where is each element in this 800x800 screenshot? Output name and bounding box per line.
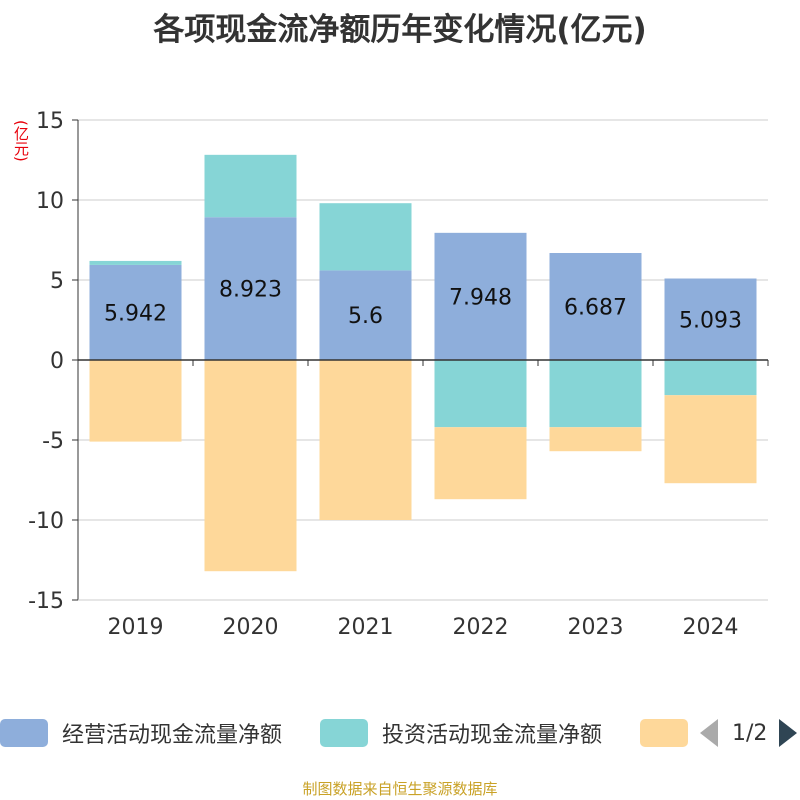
legend: 经营活动现金流量净额 投资活动现金流量净额 1/2	[0, 715, 800, 755]
bar-operating-2020	[204, 217, 297, 360]
chart-title: 各项现金流净额历年变化情况(亿元)	[153, 12, 647, 48]
bar-investing-2019	[89, 260, 182, 265]
bar-investing-2020	[204, 154, 297, 218]
y-axis-unit-label: (亿元)	[12, 120, 30, 162]
bar-investing-2021	[319, 203, 412, 271]
x-tick-label: 2022	[453, 615, 509, 640]
x-tick-label: 2020	[223, 615, 279, 640]
data-label: 5.6	[348, 304, 383, 329]
bar-operating-2023	[549, 253, 642, 360]
y-tick-label: 15	[36, 109, 64, 134]
x-tick-label: 2021	[338, 615, 394, 640]
data-label: 6.687	[564, 296, 627, 321]
legend-swatch-third	[640, 719, 688, 747]
y-tick-label: -15	[28, 589, 64, 614]
data-label: 8.923	[219, 278, 282, 303]
bar-third-2021	[319, 360, 412, 520]
y-tick-label: 0	[50, 349, 64, 374]
bar-third-2022	[434, 427, 527, 500]
y-tick-label: 10	[36, 189, 64, 214]
bar-third-2020	[204, 360, 297, 572]
data-label: 5.093	[679, 308, 742, 333]
data-source-note: 制图数据来自恒生聚源数据库	[302, 780, 498, 798]
next-page-icon[interactable]	[779, 719, 798, 747]
legend-label-operating: 经营活动现金流量净额	[62, 723, 283, 748]
legend-page-number: 1/2	[732, 720, 768, 746]
bar-operating-2022	[434, 232, 527, 360]
legend-swatch-investing	[320, 719, 368, 747]
y-tick-label: 5	[50, 269, 64, 294]
x-tick-label: 2023	[568, 615, 624, 640]
y-tick-label: -5	[42, 429, 64, 454]
x-tick-label: 2019	[108, 615, 164, 640]
bar-investing-2024	[664, 360, 757, 396]
legend-swatch-operating	[0, 719, 48, 747]
legend-item-operating[interactable]: 经营活动现金流量净额	[0, 715, 282, 751]
legend-item-investing[interactable]: 投资活动现金流量净额	[320, 715, 602, 751]
bar-operating-2021	[319, 270, 412, 360]
bar-third-2023	[549, 427, 642, 452]
data-label: 5.942	[104, 301, 167, 326]
x-tick-label: 2024	[683, 615, 739, 640]
legend-item-third[interactable]	[640, 715, 702, 751]
bar-operating-2024	[664, 278, 757, 360]
bar-third-2024	[664, 395, 757, 484]
data-label: 7.948	[449, 285, 512, 310]
bar-investing-2022	[434, 360, 527, 428]
y-tick-label: -10	[28, 509, 64, 534]
bar-investing-2023	[549, 360, 642, 428]
legend-label-investing: 投资活动现金流量净额	[382, 723, 603, 748]
bar-third-2019	[89, 360, 182, 442]
bar-operating-2019	[89, 264, 182, 360]
stacked-bar-chart: 15 10 5 0 -5 -10 -15 5.942 8.923 5.6 7.948 6.687 5.0…	[28, 109, 769, 640]
prev-page-icon[interactable]	[700, 719, 718, 747]
legend-pager: 1/2	[700, 715, 798, 751]
